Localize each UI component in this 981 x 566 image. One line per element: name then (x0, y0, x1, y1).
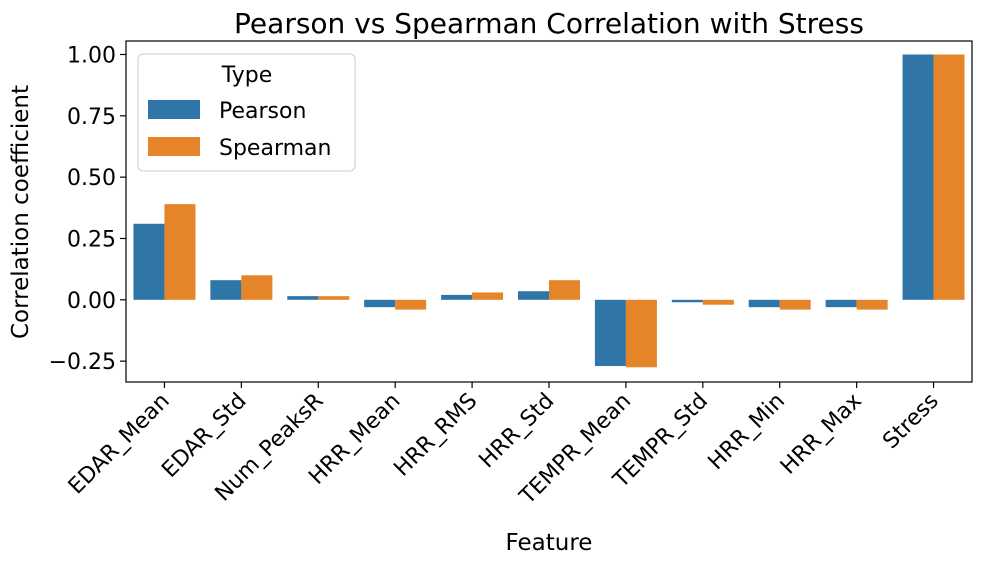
x-tick-label: EDAR_Mean (64, 389, 175, 500)
bar-pearson-tempr-mean (594, 299, 626, 367)
legend-title: Type (221, 63, 273, 88)
x-tick-label: HRR_Max (776, 389, 867, 480)
bar-pearson-hrr-std (518, 291, 549, 300)
bar-pearson-tempr-std (671, 299, 703, 303)
bar-spearman-hrr-rms (472, 292, 504, 300)
y-tick-label: 0.75 (67, 105, 116, 130)
bar-pearson-edar-std (210, 280, 242, 300)
y-tick-label: −0.25 (49, 350, 116, 375)
x-axis-label: Feature (506, 530, 593, 556)
bar-pearson-num-peaksr (287, 296, 319, 300)
bars-group (133, 54, 965, 368)
bar-spearman-hrr-max (856, 299, 888, 310)
chart-title: Pearson vs Spearman Correlation with Str… (234, 7, 864, 40)
bar-pearson-stress (902, 54, 934, 300)
y-axis-label: Correlation coefficient (8, 85, 34, 339)
legend-label-spearman: Spearman (219, 136, 331, 161)
y-tick-label: 0.50 (67, 166, 116, 191)
bar-spearman-hrr-std (549, 280, 580, 300)
bar-spearman-hrr-mean (395, 299, 427, 310)
legend-swatch-spearman (148, 137, 200, 156)
bar-spearman-tempr-std (702, 299, 734, 305)
legend: Type Pearson Spearman (137, 53, 356, 172)
bar-spearman-edar-std (241, 275, 273, 300)
y-tick-label: 0.00 (67, 289, 116, 314)
bar-spearman-edar-mean (164, 204, 196, 300)
bar-spearman-num-peaksr (318, 296, 350, 300)
x-tick-label: HRR_RMS (389, 389, 482, 482)
plot-frame (125, 40, 973, 383)
y-axis-ticks: −0.25 0.00 0.25 0.50 0.75 1.00 (49, 43, 126, 375)
bar-pearson-hrr-mean (364, 299, 396, 308)
x-tick-label: Stress (878, 389, 943, 454)
y-tick-label: 0.25 (67, 227, 116, 252)
bar-spearman-hrr-min (779, 299, 811, 310)
legend-swatch-pearson (148, 100, 200, 119)
bar-pearson-hrr-max (825, 299, 857, 308)
bar-pearson-hrr-min (748, 299, 780, 308)
bar-spearman-stress (933, 54, 965, 300)
bar-spearman-tempr-mean (625, 299, 657, 368)
y-tick-label: 1.00 (67, 43, 116, 68)
legend-label-pearson: Pearson (219, 99, 306, 124)
bar-pearson-hrr-rms (441, 294, 473, 300)
bar-pearson-edar-mean (133, 223, 165, 300)
x-axis-ticks: EDAR_MeanEDAR_StdNum_PeaksRHRR_MeanHRR_R… (64, 382, 944, 510)
